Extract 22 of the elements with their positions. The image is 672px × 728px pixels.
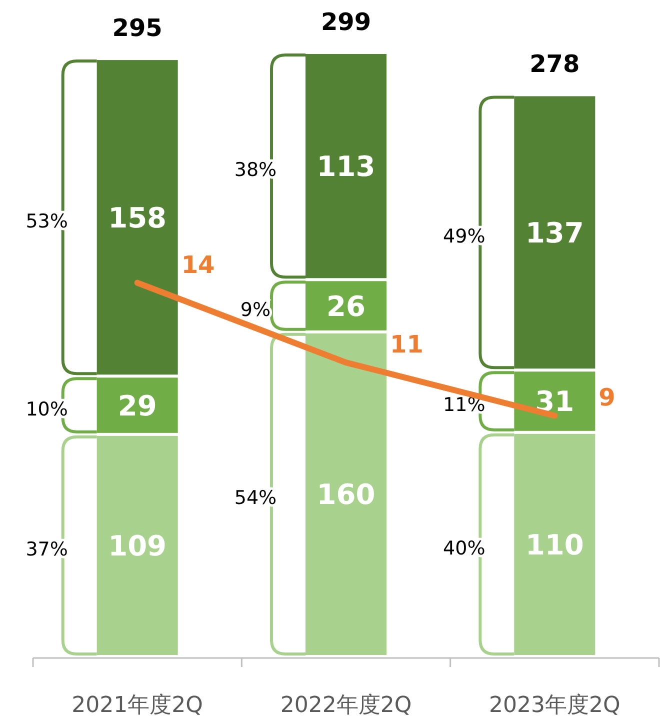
data-label: 110 — [525, 528, 584, 562]
data-label: 109 — [108, 529, 167, 562]
data-label: 158 — [108, 201, 167, 234]
x-tick-label: 2023年度2Q — [489, 693, 620, 718]
annotation: 40% — [443, 537, 486, 560]
data-label: 160 — [316, 478, 376, 512]
data-label: 9 — [598, 384, 616, 412]
data-label: 11 — [390, 330, 424, 359]
data-label: 113 — [316, 150, 376, 184]
data-label: 29 — [118, 389, 157, 422]
x-tick-label: 2022年度2Q — [280, 693, 412, 718]
data-label: 31 — [535, 385, 574, 418]
total-label: 295 — [112, 14, 162, 42]
data-label: 14 — [181, 250, 215, 279]
data-label: 137 — [525, 216, 584, 250]
annotation: 37% — [26, 538, 68, 560]
annotation: 54% — [234, 487, 277, 510]
x-tick-label: 2021年度2Q — [72, 693, 203, 718]
total-label: 299 — [320, 8, 372, 36]
data-label: 26 — [326, 290, 366, 323]
total-label: 278 — [530, 50, 580, 78]
annotation: 9% — [240, 298, 271, 321]
